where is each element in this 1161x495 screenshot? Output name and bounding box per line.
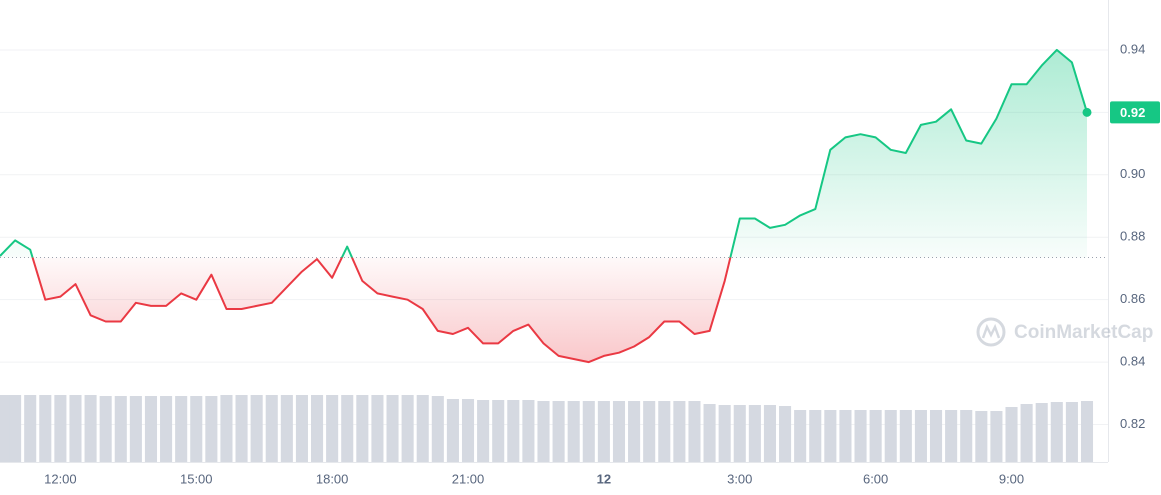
volume-bar [567, 401, 580, 462]
x-tick-label: 9:00 [999, 471, 1024, 486]
volume-bar [552, 401, 565, 462]
volume-bar [69, 395, 82, 462]
y-tick-label: 0.84 [1120, 354, 1145, 369]
volume-bar [824, 410, 837, 462]
volume-bar [175, 396, 188, 462]
volume-bar [628, 401, 641, 462]
volume-bar [673, 401, 686, 462]
volume-bar [205, 396, 218, 462]
x-tick-label: 3:00 [727, 471, 752, 486]
watermark-logo [976, 317, 1006, 347]
volume-bar [1005, 407, 1018, 462]
volume-bar [1050, 402, 1063, 462]
watermark-text: CoinMarketCap [1014, 322, 1153, 343]
volume-bar [748, 405, 761, 462]
volume-bar [356, 395, 369, 462]
x-tick-label: 18:00 [316, 471, 349, 486]
volume-bar [431, 396, 444, 462]
volume-bar [809, 410, 822, 462]
x-tick-label: 12:00 [44, 471, 77, 486]
volume-bar [763, 405, 776, 462]
volume-bar [265, 395, 278, 462]
volume-bar [537, 401, 550, 462]
volume-bar [612, 401, 626, 462]
volume-bar [461, 399, 475, 462]
volume-bar [718, 405, 731, 462]
price-line [0, 48, 1088, 364]
volume-bar [54, 395, 67, 462]
last-price-badge [1110, 101, 1160, 124]
volume-bar [129, 396, 142, 462]
volume-bar [280, 395, 293, 462]
volume-bar [522, 400, 535, 462]
y-tick-label: 0.88 [1120, 229, 1145, 244]
volume-bar [854, 410, 867, 462]
y-tick-label: 0.94 [1120, 41, 1145, 56]
volume-bar [416, 395, 429, 462]
volume-bar [24, 395, 37, 462]
volume-bar [1020, 404, 1033, 462]
volume-bar [114, 396, 127, 462]
volume-bar [9, 395, 22, 462]
volume-bar [84, 395, 97, 462]
volume-bar [507, 400, 520, 462]
volume-bar [401, 395, 414, 462]
area [0, 49, 1087, 363]
y-tick-label: 0.90 [1120, 166, 1145, 181]
volume-bar [220, 395, 233, 462]
volume-bar [733, 405, 746, 462]
volume-bar [929, 410, 943, 462]
volume-bar [658, 401, 671, 462]
x-tick-label: 21:00 [452, 471, 485, 486]
volume-bar [477, 400, 490, 462]
volume-bar [1065, 402, 1078, 462]
volume-bar [975, 411, 988, 462]
last-price-label: 0.92 [1120, 105, 1145, 120]
volume-bar [582, 401, 595, 462]
volume-bar [144, 396, 158, 462]
volume-bar [643, 401, 656, 462]
volume-bar [235, 395, 248, 462]
volume-bar [311, 395, 324, 462]
volume-bar [99, 396, 112, 462]
x-tick-label: 12 [597, 471, 611, 486]
last-price-dot [1082, 107, 1092, 117]
volume-bar [250, 395, 263, 462]
volume-bar [839, 410, 852, 462]
volume-bar [688, 401, 701, 462]
volume-bar [779, 406, 792, 462]
volume-bar [386, 395, 399, 462]
volume-bar [1035, 403, 1048, 462]
volume-bar [794, 410, 807, 462]
volume-bar [341, 395, 354, 462]
y-tick-label: 0.82 [1120, 416, 1145, 431]
volume-bar [1080, 401, 1094, 462]
volume-bar [446, 399, 459, 462]
x-tick-label: 15:00 [180, 471, 213, 486]
volume-bar [326, 395, 339, 462]
volume-bar [371, 395, 384, 462]
volume-bar [703, 404, 716, 462]
volume-bar [884, 410, 897, 462]
volume-bar [295, 395, 308, 462]
y-tick-label: 0.86 [1120, 291, 1145, 306]
volume-bar [899, 410, 912, 462]
volume-bar [597, 401, 610, 462]
volume-bar [160, 396, 173, 462]
volume-bar [492, 400, 505, 462]
x-tick-label: 6:00 [863, 471, 888, 486]
volume-bar [869, 410, 882, 462]
volume-bar [190, 396, 203, 462]
volume-bar [960, 410, 973, 462]
volume-bar [914, 410, 927, 462]
volume-bar [39, 395, 52, 462]
volume-bar [990, 411, 1003, 462]
watermark: CoinMarketCap [976, 317, 1153, 347]
watermark-logo [981, 323, 1001, 339]
volume-bar [945, 410, 958, 462]
